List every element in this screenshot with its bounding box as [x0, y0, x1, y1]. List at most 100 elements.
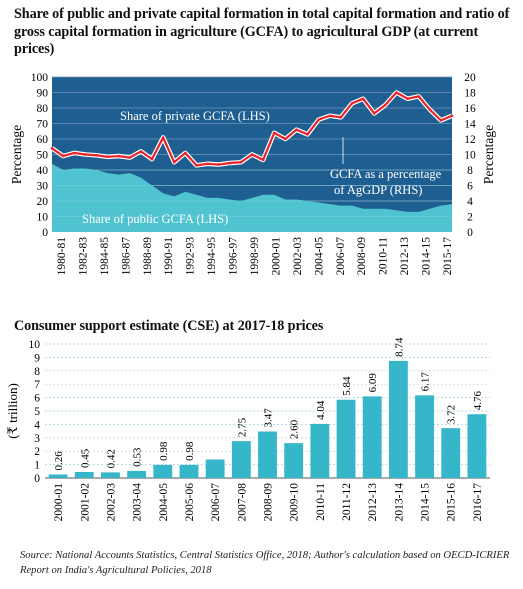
x-tick-label: 1982-83	[77, 237, 89, 276]
bar-y-tick-label: 8	[34, 366, 40, 378]
right-tick-label: 8	[467, 165, 473, 177]
bar-category-label: 2016-17	[472, 483, 484, 522]
left-tick-label: 80	[37, 103, 49, 115]
ratio-point	[206, 162, 209, 166]
bar	[284, 443, 304, 478]
right-tick-label: 10	[464, 150, 476, 162]
ratio-point	[250, 153, 254, 156]
ratio-point	[317, 118, 320, 121]
ratio-point	[295, 128, 298, 131]
bar-category-label: 2011-12	[341, 483, 353, 521]
bar	[179, 464, 199, 478]
left-tick-label: 50	[37, 150, 49, 162]
ratio-point	[261, 158, 265, 162]
x-tick-label: 2014-15	[421, 237, 433, 276]
x-tick-label: 1996-97	[228, 237, 240, 276]
bar-y-tick-label: 0	[34, 473, 40, 485]
bar	[74, 471, 94, 478]
x-tick-label: 2002-03	[292, 237, 304, 276]
x-tick-label: 1988-89	[142, 237, 154, 276]
ratio-point	[228, 161, 232, 165]
bar-value-label: 2.60	[289, 419, 301, 439]
bar-value-label: 0.53	[132, 447, 144, 467]
right-tick-label: 14	[464, 119, 476, 131]
ratio-point	[50, 147, 54, 150]
ratio-point	[350, 102, 354, 105]
ratio-point	[195, 164, 198, 167]
left-tick-label: 90	[37, 88, 49, 100]
chart1-title: Share of public and private capital form…	[14, 6, 510, 57]
bar-y-tick-label: 4	[34, 419, 40, 431]
ratio-point	[95, 153, 98, 157]
x-tick-label: 2004-05	[313, 237, 325, 276]
ratio-point	[428, 108, 432, 111]
ratio-point	[417, 95, 420, 98]
x-tick-label: 2008-09	[356, 237, 368, 276]
bar-y-axis-title: (₹ trillion)	[5, 383, 20, 439]
ratio-point	[284, 137, 287, 141]
bar-category-label: 2010-11	[315, 483, 327, 521]
bar-value-label: 5.84	[341, 376, 353, 396]
right-tick-label: 18	[464, 88, 476, 100]
right-tick-label: 12	[464, 134, 476, 146]
ratio-point	[72, 151, 76, 155]
bar-y-tick-label: 9	[34, 352, 40, 364]
right-axis-title: Percentage	[481, 125, 496, 184]
bar-y-tick-label: 10	[29, 339, 41, 351]
x-tick-label: 1986-87	[120, 237, 132, 276]
bar	[415, 395, 434, 478]
bar-y-tick-label: 1	[34, 460, 40, 472]
bar-y-tick-label: 6	[34, 393, 40, 405]
source-note: Source: National Accounts Statistics, Ce…	[20, 550, 510, 576]
ratio-point	[239, 160, 243, 164]
bar-category-label: 2007-08	[236, 483, 248, 522]
ratio-point	[328, 114, 332, 118]
ratio-point	[439, 119, 443, 122]
public-area-label: Share of public GCFA (LHS)	[82, 212, 228, 226]
bar	[205, 459, 225, 478]
ratio-point	[84, 153, 87, 156]
ratio-point	[150, 157, 154, 161]
bar	[362, 396, 382, 478]
ratio-point	[406, 97, 409, 100]
left-tick-label: 40	[37, 165, 49, 177]
right-tick-label: 0	[467, 227, 473, 239]
bar-value-label: 0.45	[79, 448, 91, 468]
bar-category-label: 2008-09	[263, 483, 275, 522]
ratio-point	[161, 136, 165, 139]
bar-value-label: 0.98	[184, 441, 196, 461]
bar	[310, 423, 330, 478]
public-gcfa-area	[52, 163, 452, 232]
ratio-point	[172, 160, 176, 164]
bar-y-tick-label: 2	[34, 446, 40, 458]
ratio-point	[106, 155, 109, 159]
ratio-point	[395, 91, 398, 94]
x-tick-label: 2006-07	[335, 237, 347, 276]
ratio-point	[117, 154, 120, 158]
bar	[101, 472, 120, 478]
bar	[127, 470, 147, 478]
ratio-point	[339, 116, 343, 119]
x-tick-label: 2012-13	[399, 237, 411, 276]
bar-category-label: 2015-16	[446, 483, 458, 522]
bar-category-label: 2003-04	[132, 483, 144, 522]
ratio-point	[217, 163, 220, 166]
bar-value-label: 6.09	[367, 373, 379, 393]
bar-y-tick-label: 3	[34, 433, 40, 445]
bar-value-label: 4.04	[315, 400, 327, 420]
x-tick-label: 1994-95	[206, 237, 218, 276]
bar-value-label: 2.75	[236, 417, 248, 437]
bar-category-label: 2004-05	[158, 483, 170, 522]
right-tick-label: 6	[467, 181, 473, 193]
private-area-label: Share of private GCFA (LHS)	[120, 109, 270, 123]
gcfa-area-chart: Share of private GCFA (LHS) Share of publ…	[9, 72, 496, 276]
left-tick-label: 0	[42, 227, 48, 239]
bar	[231, 441, 251, 478]
bar	[153, 464, 173, 478]
x-tick-label: 1984-85	[99, 237, 111, 276]
ratio-point	[361, 97, 365, 100]
bar	[467, 414, 487, 478]
ratio-point	[450, 114, 454, 118]
bar-category-label: 2006-07	[210, 483, 222, 522]
